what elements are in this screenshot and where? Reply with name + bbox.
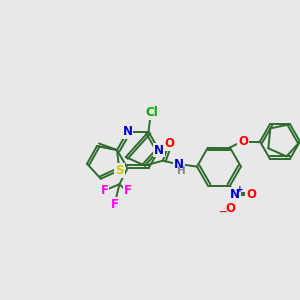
Text: O: O [238,135,248,148]
Text: N: N [122,125,133,138]
Text: Cl: Cl [145,106,158,119]
Text: N: N [154,143,164,157]
Text: F: F [100,184,109,197]
Text: F: F [124,184,131,197]
Text: F: F [110,198,118,211]
Text: H: H [177,166,185,176]
Text: N: N [230,188,240,201]
Text: +: + [236,185,244,194]
Text: S: S [115,164,124,177]
Text: O: O [225,202,235,215]
Text: −: − [219,207,227,217]
Text: O: O [246,188,256,201]
Text: O: O [164,137,174,150]
Text: N: N [174,158,184,171]
